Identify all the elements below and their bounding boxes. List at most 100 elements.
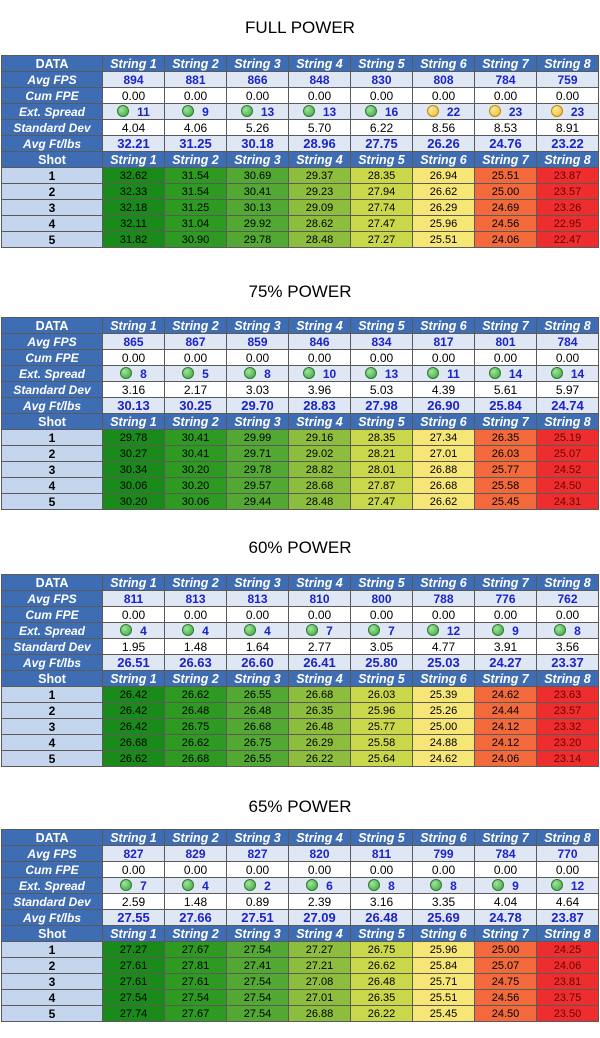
avg-ftlbs-row-cell: 26.63 [164,654,227,671]
shot-value-cell: 24.56 [474,215,537,232]
string-header: String 3 [226,670,289,687]
shot-value-cell: 26.62 [164,734,227,751]
shot-value-cell: 26.03 [350,686,413,703]
yellow-dot-icon [426,104,439,117]
string-header: String 3 [226,55,289,72]
string-header: String 3 [226,413,289,430]
avg-ftlbs-row-cell: 23.22 [536,135,599,152]
shot-value-cell: 31.54 [164,167,227,184]
header-label: Shot [1,151,103,168]
green-dot-icon [550,366,563,379]
shot-header-row: Shot String 1 String 2 String 3 String 4 Stri… [1,151,599,168]
ext-spread-cell: 14 [474,365,537,382]
shot-value-cell: 25.58 [350,734,413,751]
shot-value-cell: 27.54 [226,989,289,1006]
std-dev-row-cell: 1.48 [164,638,227,655]
shot-value-cell: 22.95 [536,215,599,232]
shot-row: 4 30.06 30.20 29.57 28.68 27.87 26.68 25.58 24.5… [1,477,599,494]
shot-value-cell: 27.41 [226,957,289,974]
string-header: String 6 [412,670,475,687]
string-header: String 8 [536,151,599,168]
shot-value-cell: 25.07 [536,445,599,462]
std-dev-row-cell: 4.64 [536,893,599,910]
ext-spread-cell: 12 [412,622,475,639]
std-dev-row-cell: 2.77 [288,638,351,655]
shot-value-cell: 24.62 [474,686,537,703]
shot-value-cell: 28.68 [288,477,351,494]
string-header: String 1 [102,55,165,72]
avg-ftlbs-row-cell: 26.90 [412,397,475,414]
ext-spread-cell: 9 [474,877,537,894]
shot-value-cell: 27.94 [350,183,413,200]
avg-ftlbs-row-cell: 27.55 [102,909,165,926]
green-dot-icon [368,878,381,891]
shot-value-cell: 26.68 [164,750,227,767]
shot-number: 2 [1,183,103,200]
shot-value-cell: 25.45 [474,493,537,510]
ext-spread-cell: 13 [226,103,289,120]
string-header: String 4 [288,55,351,72]
std-dev-row: Standard Dev 2.59 1.48 0.89 2.39 3.16 3.35 4.04… [1,893,599,910]
shot-value-cell: 26.48 [350,973,413,990]
ext-spread-cell: 4 [164,622,227,639]
shot-value-cell: 30.20 [164,461,227,478]
row-label: Cum FPE [1,606,103,623]
green-dot-icon [182,366,195,379]
ext-spread-cell: 11 [102,103,165,120]
shot-value-cell: 29.44 [226,493,289,510]
std-dev-row-cell: 1.64 [226,638,289,655]
std-dev-row-cell: 3.91 [474,638,537,655]
ext-spread-cell: 6 [288,877,351,894]
ext-spread-value: 13 [260,104,275,119]
shot-row: 2 26.42 26.48 26.48 26.35 25.96 25.26 24.44 23.5… [1,702,599,719]
ext-spread-cell: 9 [164,103,227,120]
std-dev-row-cell: 3.96 [288,381,351,398]
avg-ftlbs-row-cell: 30.13 [102,397,165,414]
shot-value-cell: 26.62 [412,493,475,510]
ext-spread-value: 13 [384,366,399,381]
cum-fpe-row-cell: 0.00 [412,861,475,878]
ext-spread-value: 9 [512,623,519,638]
shot-value-cell: 29.16 [288,429,351,446]
section-title: 65% POWER [248,797,352,816]
shot-value-cell: 25.45 [412,1005,475,1022]
ext-spread-value: 5 [202,366,209,381]
shot-value-cell: 27.87 [350,477,413,494]
shot-number: 3 [1,461,103,478]
avg-fps-row-cell: 784 [474,845,537,862]
shot-value-cell: 27.54 [226,1005,289,1022]
shot-value-cell: 26.62 [164,686,227,703]
ext-spread-value: 4 [140,623,147,638]
string-header: String 6 [412,413,475,430]
header-label: DATA [1,317,103,334]
shot-row: 3 27.61 27.61 27.54 27.08 26.48 25.71 24.75 23.8… [1,973,599,990]
ext-spread-cell: 12 [536,877,599,894]
green-dot-icon [427,366,440,379]
string-header: String 4 [288,317,351,334]
cum-fpe-row: Cum FPE 0.00 0.00 0.00 0.00 0.00 0.00 0.00 0.00 [1,349,599,366]
avg-fps-row-cell: 770 [536,845,599,862]
avg-ftlbs-row-cell: 24.27 [474,654,537,671]
row-label: Avg Ft/lbs [1,654,103,671]
ext-spread-row: Ext. Spread 7 4 2 6 8 8 9 12 [1,877,599,894]
avg-fps-row: Avg FPS 827 829 827 820 811 799 784 770 [1,845,599,862]
shot-value-cell: 23.20 [536,734,599,751]
shot-value-cell: 25.96 [412,941,475,958]
string-header: String 6 [412,925,475,942]
shot-value-cell: 32.33 [102,183,165,200]
shot-number: 5 [1,493,103,510]
string-header: String 8 [536,574,599,591]
avg-ftlbs-row-cell: 25.80 [350,654,413,671]
std-dev-row-cell: 6.22 [350,119,413,136]
string-header: String 6 [412,151,475,168]
shot-value-cell: 29.23 [288,183,351,200]
cum-fpe-row-cell: 0.00 [474,606,537,623]
cum-fpe-row: Cum FPE 0.00 0.00 0.00 0.00 0.00 0.00 0.00 0.00 [1,87,599,104]
cum-fpe-row-cell: 0.00 [474,349,537,366]
shot-value-cell: 27.61 [102,957,165,974]
avg-fps-row-cell: 829 [164,845,227,862]
shot-row: 5 26.62 26.68 26.55 26.22 25.64 24.62 24.06 23.1… [1,750,599,767]
avg-ftlbs-row-cell: 26.51 [102,654,165,671]
string-header: String 7 [474,151,537,168]
std-dev-row-cell: 4.77 [412,638,475,655]
